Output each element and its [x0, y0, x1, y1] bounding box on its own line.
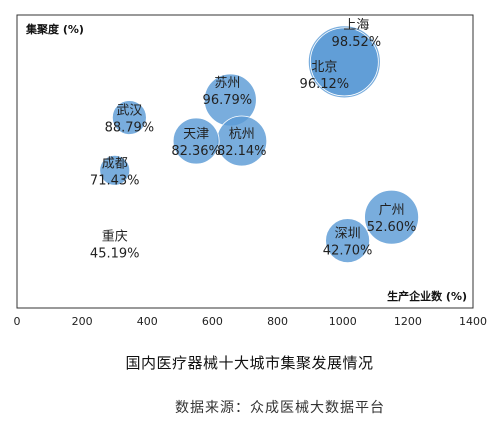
chart-source: 数据来源：众成医械大数据平台: [175, 400, 385, 416]
plot-frame: [16, 14, 474, 309]
bubble-city-label: 成都: [102, 156, 128, 171]
bubble-value-label: 45.19%: [90, 247, 140, 262]
bubble-武汉: [111, 100, 147, 135]
bubble-深圳: [325, 218, 371, 264]
bubble-city-label: 杭州: [229, 127, 255, 142]
bubble-value-label: 98.52%: [332, 35, 382, 50]
bubble-value-label: 82.36%: [171, 144, 221, 159]
bubble-value-label: 82.14%: [217, 144, 267, 159]
bubble-value-label: 52.60%: [367, 220, 417, 235]
x-tick-label: 800: [267, 315, 288, 328]
x-tick-label: 1000: [329, 315, 357, 328]
x-axis-ticks: 0 200 400 600 800 1000 1200 1400: [14, 315, 488, 328]
x-tick-label: 200: [72, 315, 93, 328]
bubble-city-label: 上海: [343, 18, 369, 33]
x-tick-label: 0: [14, 315, 21, 328]
bubble-chart: 集聚度 (%) 生产企业数 (%) 0 200 400 600 800 1000 1200 1…: [14, 14, 488, 328]
bubble-value-label: 71.43%: [90, 173, 140, 188]
bubble-city-label: 天津: [183, 127, 209, 142]
bubble-labels-layer: 上海 98.52% 苏州 96.79% 北京 96.12% 武汉 88.79% 杭州 82.14%…: [90, 18, 416, 262]
bubble-city-label: 武汉: [116, 104, 142, 119]
bubble-city-label: 重庆: [102, 229, 128, 245]
x-tick-label: 1200: [394, 315, 422, 328]
bubble-value-label: 42.70%: [323, 244, 373, 259]
x-tick-label: 400: [137, 315, 158, 328]
x-tick-label: 600: [202, 315, 223, 328]
x-axis-label: 生产企业数 (%): [387, 289, 467, 303]
y-axis-label: 集聚度 (%): [25, 22, 84, 36]
bubble-广州: [364, 189, 419, 245]
bubble-value-label: 96.79%: [203, 93, 253, 108]
bubble-value-label: 88.79%: [105, 121, 155, 136]
chart-title: 国内医疗器械十大城市集聚发展情况: [125, 354, 374, 372]
bubble-city-label: 深圳: [335, 227, 361, 242]
bubble-city-label: 广州: [379, 203, 405, 218]
x-tick-label: 1400: [459, 315, 487, 328]
bubble-成都: [99, 154, 131, 186]
bubble-北京: [309, 27, 379, 97]
bubbles-layer: [99, 25, 419, 264]
bubble-city-label: 北京: [311, 60, 337, 75]
bubble-天津: [172, 117, 220, 165]
bubble-city-label: 苏州: [214, 75, 240, 91]
bubble-value-label: 96.12%: [300, 77, 350, 92]
